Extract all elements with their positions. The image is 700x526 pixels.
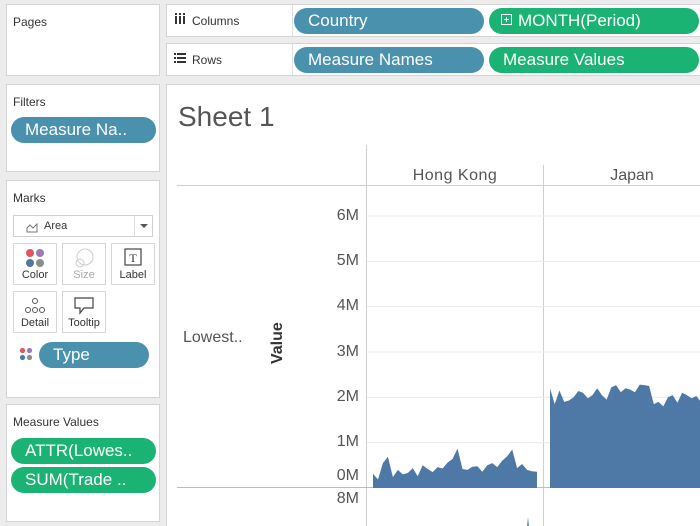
detail-button[interactable]: Detail bbox=[13, 291, 57, 333]
y-tick-0m: 0M bbox=[336, 467, 359, 484]
rows-shelf: Rows Measure Names Measure Values bbox=[166, 43, 700, 76]
columns-shelf: Columns Country MONTH(Period) bbox=[166, 4, 700, 37]
next-pane-spike bbox=[527, 517, 529, 526]
pages-card: Pages bbox=[6, 4, 160, 76]
filter-pill-measure-names[interactable]: Measure Na.. bbox=[11, 117, 156, 143]
color-button[interactable]: Color bbox=[13, 243, 57, 285]
column-header-japan: Japan bbox=[610, 167, 654, 184]
area-chart bbox=[367, 215, 700, 526]
tooltip-icon bbox=[63, 296, 105, 316]
columns-pill-month-label: MONTH(Period) bbox=[518, 11, 641, 30]
y-tick-3m: 3M bbox=[336, 343, 359, 360]
pages-title: Pages bbox=[13, 15, 48, 29]
expand-plus-icon bbox=[501, 8, 512, 33]
marks-title: Marks bbox=[13, 191, 46, 205]
columns-icon bbox=[174, 13, 186, 28]
detail-icon bbox=[14, 296, 56, 316]
column-header-hong-kong: Hong Kong bbox=[412, 167, 498, 184]
tooltip-button[interactable]: Tooltip bbox=[62, 291, 106, 333]
measure-value-pill-sum[interactable]: SUM(Trade .. bbox=[11, 467, 156, 493]
color-icon bbox=[14, 248, 56, 268]
color-label: Color bbox=[21, 269, 49, 281]
y-axis-ticks: 6M 5M 4M 3M 2M 1M 0M 8M bbox=[307, 85, 359, 526]
svg-text:T: T bbox=[129, 251, 137, 265]
y-tick-5m: 5M bbox=[336, 252, 359, 269]
area-series-hong-kong[interactable] bbox=[373, 448, 537, 488]
dropdown-arrow-icon bbox=[134, 216, 152, 236]
mark-type-dropdown[interactable]: Area bbox=[13, 215, 153, 237]
y-tick-6m: 6M bbox=[336, 207, 359, 224]
y-tick-4m: 4M bbox=[336, 297, 359, 314]
area-series-japan[interactable] bbox=[550, 384, 700, 488]
columns-pill-country[interactable]: Country bbox=[294, 8, 484, 34]
size-icon bbox=[63, 248, 105, 268]
label-label: Label bbox=[119, 269, 147, 281]
size-label: Size bbox=[73, 269, 95, 281]
measure-values-title: Measure Values bbox=[13, 415, 99, 429]
y-tick-8m-next-pane: 8M bbox=[336, 490, 359, 507]
columns-label: Columns bbox=[192, 13, 240, 28]
row-header-lowest: Lowest.. bbox=[183, 329, 243, 346]
tooltip-label: Tooltip bbox=[68, 317, 100, 329]
measure-values-card: Measure Values ATTR(Lowes.. SUM(Trade .. bbox=[6, 404, 160, 522]
sheet-title: Sheet 1 bbox=[178, 101, 275, 132]
mark-type-label: Area bbox=[44, 220, 68, 232]
view-area: Sheet 1 Hong Kong Japan Lowest.. Value 6… bbox=[166, 84, 700, 526]
measure-value-pill-attr[interactable]: ATTR(Lowes.. bbox=[11, 438, 156, 464]
marks-type-pill[interactable]: Type bbox=[39, 342, 149, 368]
color-field-icon bbox=[19, 347, 33, 366]
text-label-icon: T bbox=[112, 248, 154, 268]
rows-icon bbox=[174, 52, 186, 67]
columns-pill-month-period[interactable]: MONTH(Period) bbox=[489, 8, 699, 34]
size-button[interactable]: Size bbox=[62, 243, 106, 285]
rows-label: Rows bbox=[192, 52, 223, 67]
detail-label: Detail bbox=[20, 317, 50, 329]
marks-card: Marks Area Color Size T Label Detail bbox=[6, 180, 160, 398]
filters-title: Filters bbox=[13, 95, 46, 109]
area-chart-icon bbox=[26, 220, 38, 238]
label-button[interactable]: T Label bbox=[111, 243, 155, 285]
y-tick-1m: 1M bbox=[336, 433, 359, 450]
y-tick-2m: 2M bbox=[336, 388, 359, 405]
rows-pill-measure-values[interactable]: Measure Values bbox=[489, 47, 699, 73]
filters-card: Filters Measure Na.. bbox=[6, 84, 160, 172]
rows-pill-measure-names[interactable]: Measure Names bbox=[294, 47, 484, 73]
